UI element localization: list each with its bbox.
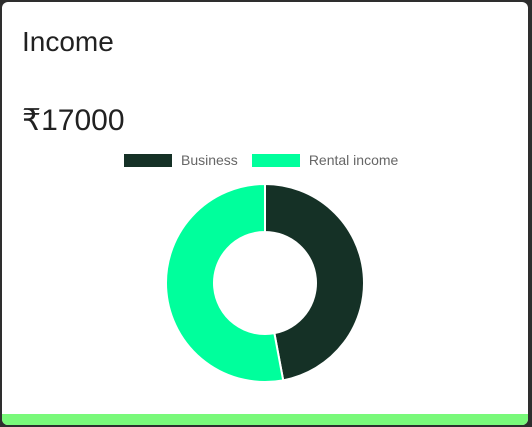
legend-item-rental-income[interactable]: Rental income bbox=[251, 152, 399, 168]
card-title: Income bbox=[22, 26, 114, 57]
legend-item-business[interactable]: Business bbox=[124, 152, 238, 168]
legend-swatch-business bbox=[124, 153, 172, 167]
income-amount: ₹17000 bbox=[22, 104, 125, 137]
income-card: Income ₹17000 Business Rental income bbox=[2, 2, 528, 425]
income-doughnut-chart bbox=[165, 182, 365, 383]
slice-business[interactable] bbox=[264, 182, 365, 382]
legend-swatch-rental-income bbox=[251, 153, 300, 167]
legend-label-rental-income: Rental income bbox=[308, 152, 399, 168]
legend-label-business: Business bbox=[181, 152, 238, 168]
chart-legend: Business Rental income bbox=[124, 152, 412, 168]
card-footer-bar bbox=[2, 414, 528, 425]
slice-rental-income[interactable] bbox=[165, 182, 285, 383]
